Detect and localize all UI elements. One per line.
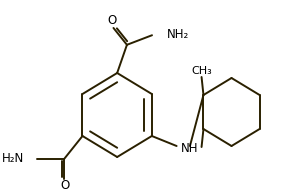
Text: O: O <box>60 180 70 192</box>
Text: O: O <box>107 15 116 27</box>
Text: NH₂: NH₂ <box>167 28 189 41</box>
Text: H₂N: H₂N <box>2 152 24 165</box>
Text: NH: NH <box>181 142 199 155</box>
Text: CH₃: CH₃ <box>191 66 212 76</box>
